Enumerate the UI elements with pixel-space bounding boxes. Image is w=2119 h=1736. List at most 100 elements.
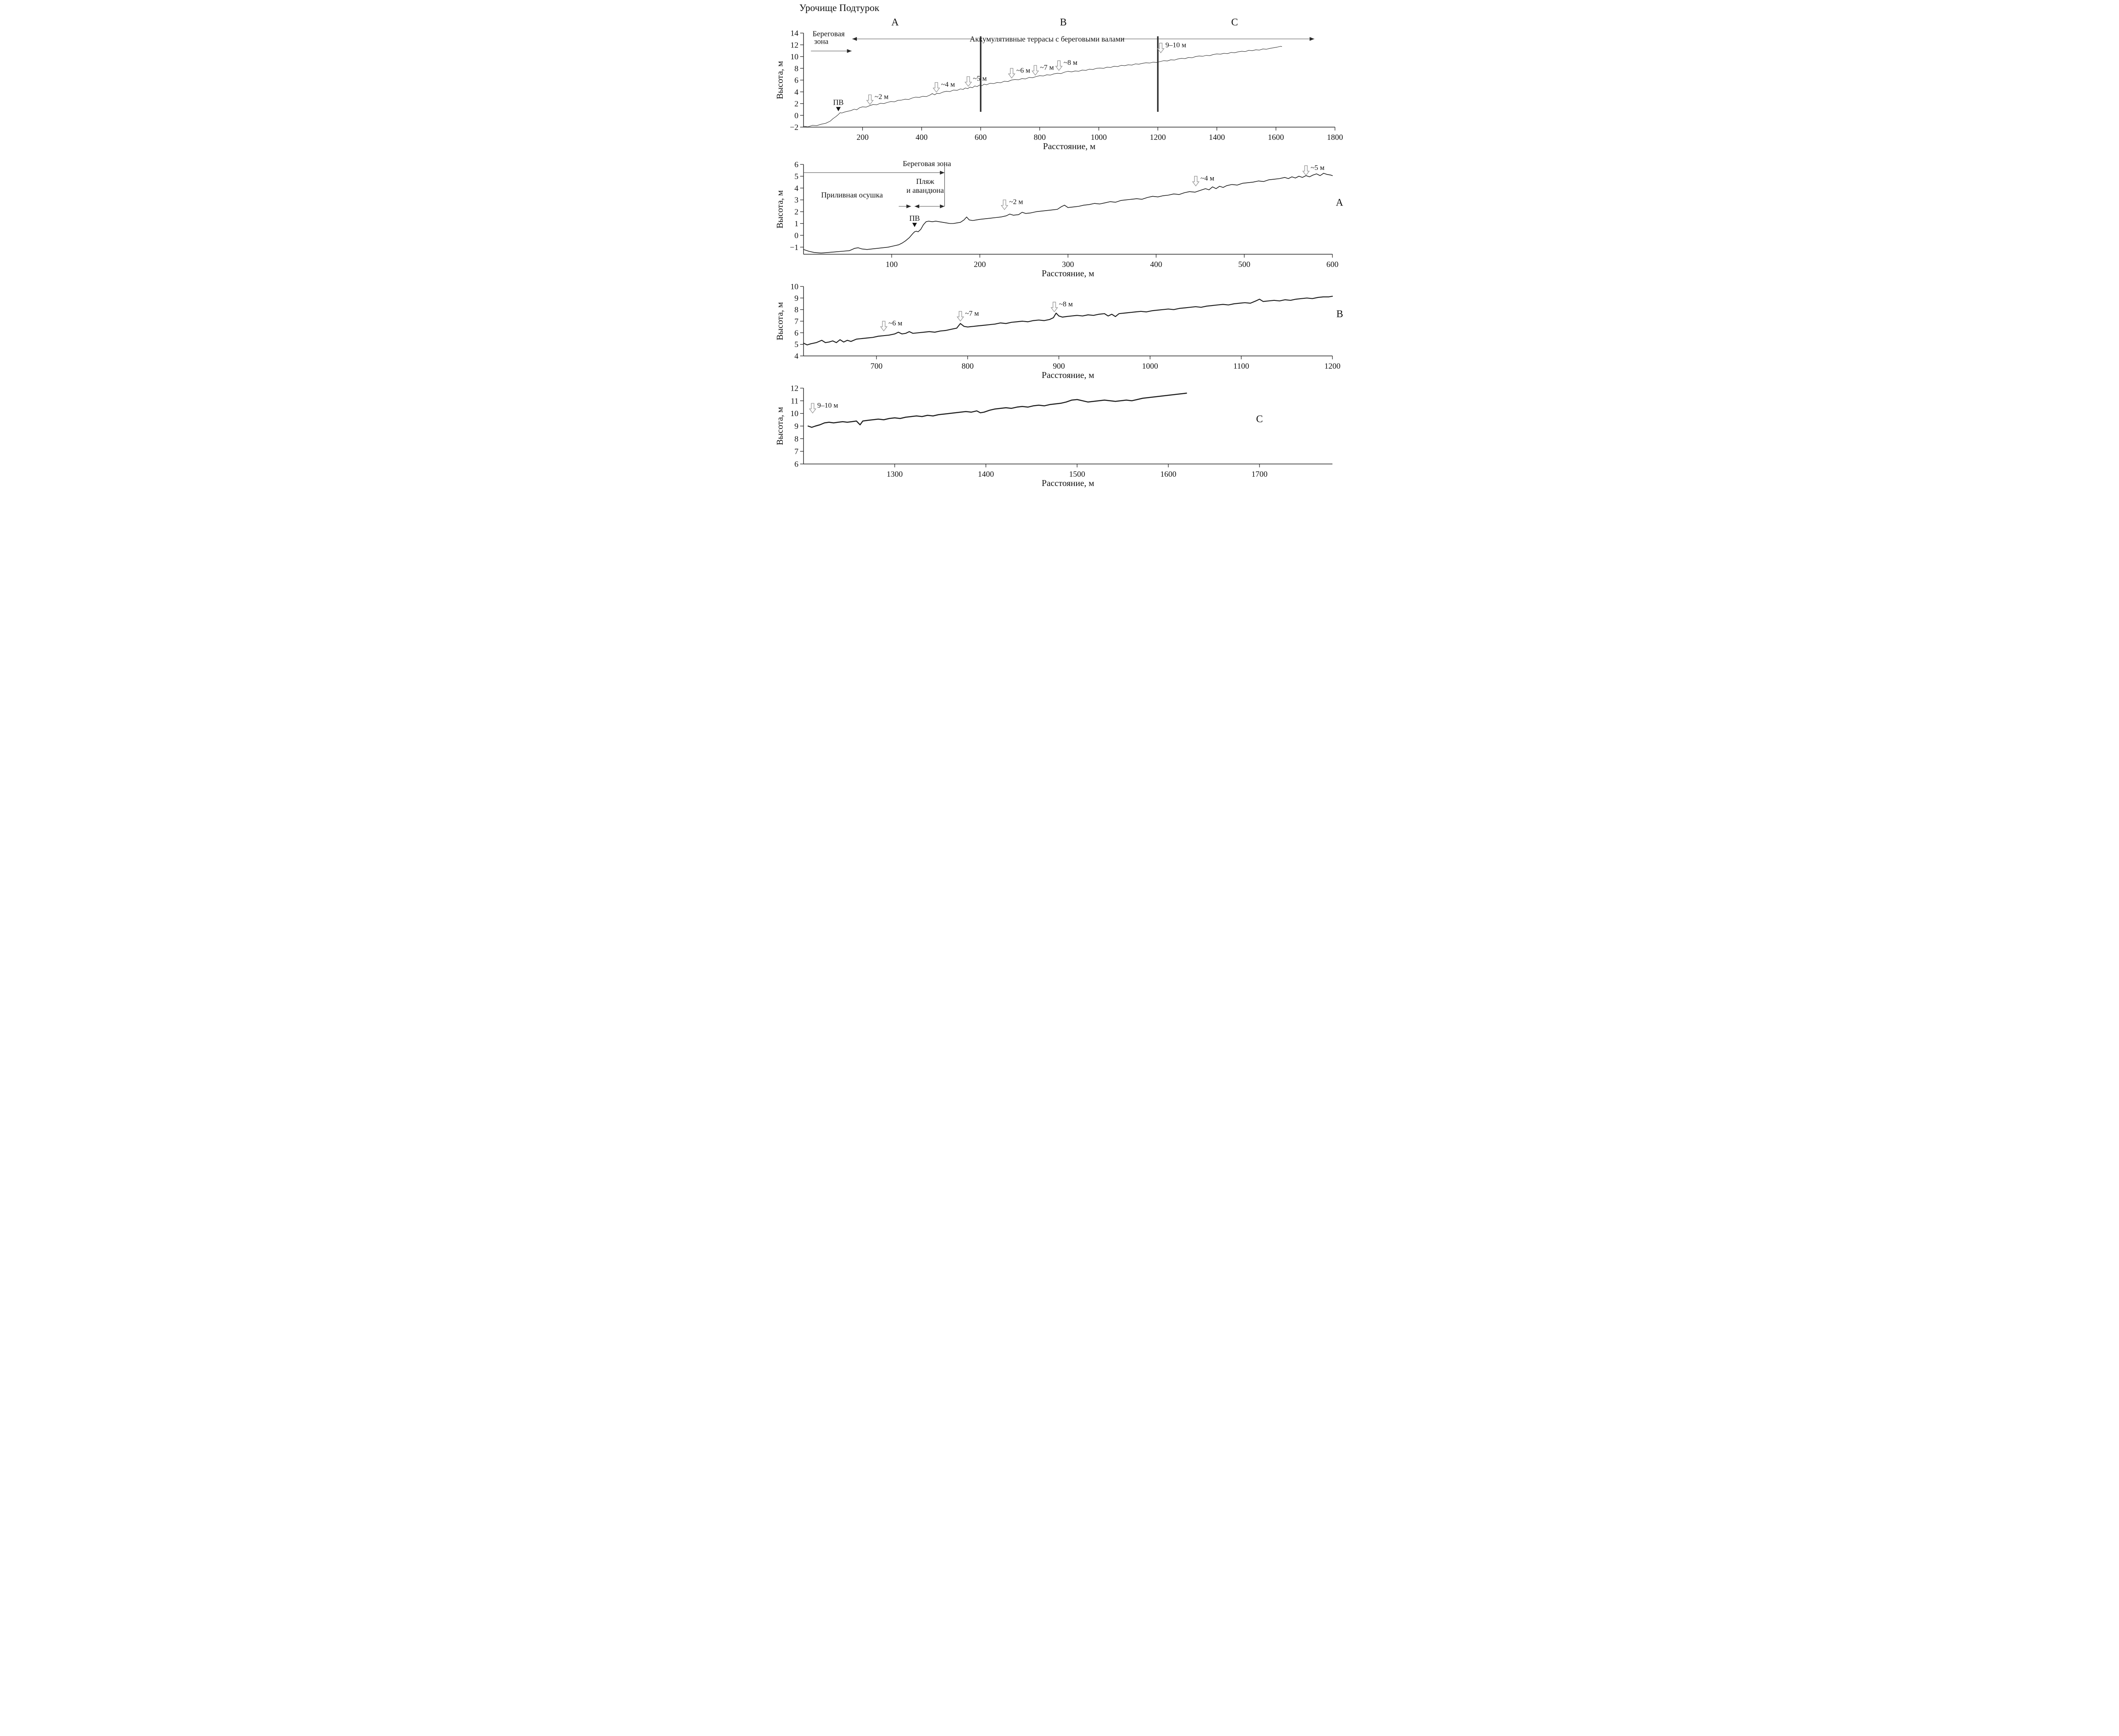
svg-text:800: 800 xyxy=(962,362,974,371)
svg-text:200: 200 xyxy=(974,260,986,269)
svg-text:9–10 м: 9–10 м xyxy=(818,401,838,409)
svg-text:7: 7 xyxy=(795,447,799,456)
svg-text:6: 6 xyxy=(795,329,799,338)
svg-text:8: 8 xyxy=(795,64,799,73)
svg-text:6: 6 xyxy=(795,161,799,169)
svg-text:1400: 1400 xyxy=(1209,133,1225,142)
svg-text:Высота, м: Высота, м xyxy=(775,190,785,228)
svg-text:B: B xyxy=(1060,17,1067,28)
figure-title: Урочище Подтурок xyxy=(799,3,879,13)
svg-text:0: 0 xyxy=(795,111,799,120)
svg-text:3: 3 xyxy=(795,196,799,205)
svg-text:1: 1 xyxy=(795,219,799,228)
svg-text:700: 700 xyxy=(870,362,883,371)
svg-text:C: C xyxy=(1256,414,1263,425)
svg-text:Расстояние, м: Расстояние, м xyxy=(1042,478,1094,488)
svg-text:9–10 м: 9–10 м xyxy=(1165,41,1186,49)
svg-text:−1: −1 xyxy=(790,243,798,252)
svg-text:2: 2 xyxy=(795,208,799,217)
svg-text:900: 900 xyxy=(1053,362,1065,371)
svg-text:5: 5 xyxy=(795,340,799,349)
svg-text:~7 м: ~7 м xyxy=(965,309,979,317)
panel-c: 1300 1400 1500 1600 1700 6 7 8 9 10 11 12 Расстояние… xyxy=(775,382,1343,490)
svg-text:10: 10 xyxy=(790,409,798,418)
svg-text:и авандюна: и авандюна xyxy=(907,186,944,194)
svg-text:ПВ: ПВ xyxy=(833,98,844,107)
svg-text:1600: 1600 xyxy=(1160,470,1176,479)
svg-text:9: 9 xyxy=(795,422,799,431)
svg-text:800: 800 xyxy=(1034,133,1046,142)
svg-text:11: 11 xyxy=(791,397,798,406)
profile-b-plot: 700 800 900 1000 1100 1200 4 5 6 7 8 9 10 Расстояние,… xyxy=(775,283,1343,381)
svg-text:~2 м: ~2 м xyxy=(875,93,889,101)
svg-text:6: 6 xyxy=(795,76,799,85)
svg-text:600: 600 xyxy=(1326,260,1339,269)
svg-text:Высота, м: Высота, м xyxy=(775,61,785,99)
profile-a-plot: 100 200 300 400 500 600 −1 0 1 2 3 4 5 6 Расстояние, м… xyxy=(775,159,1343,278)
svg-text:4: 4 xyxy=(795,352,799,361)
svg-text:2: 2 xyxy=(795,100,799,108)
svg-text:1000: 1000 xyxy=(1091,133,1107,142)
svg-text:А: А xyxy=(891,17,899,28)
svg-text:~5 м: ~5 м xyxy=(973,75,987,83)
svg-text:Высота, м: Высота, м xyxy=(775,407,785,445)
svg-text:C: C xyxy=(1231,17,1238,28)
svg-text:7: 7 xyxy=(795,317,799,326)
svg-text:4: 4 xyxy=(795,88,799,97)
overview-profile-plot: 200 400 600 800 1000 1200 1400 1600 1800 −2 0 2 4 6 8 1… xyxy=(775,17,1343,151)
svg-text:Береговая зона: Береговая зона xyxy=(903,159,951,168)
svg-text:300: 300 xyxy=(1062,260,1074,269)
svg-text:10: 10 xyxy=(790,53,798,61)
svg-text:12: 12 xyxy=(790,41,798,50)
svg-text:~6 м: ~6 м xyxy=(1016,66,1030,74)
svg-text:9: 9 xyxy=(795,294,799,303)
svg-text:~7 м: ~7 м xyxy=(1040,63,1054,71)
svg-text:400: 400 xyxy=(1150,260,1162,269)
svg-text:~8 м: ~8 м xyxy=(1064,58,1078,67)
svg-text:14: 14 xyxy=(790,29,799,38)
svg-text:1300: 1300 xyxy=(887,470,903,479)
svg-text:10: 10 xyxy=(790,283,798,292)
svg-text:100: 100 xyxy=(886,260,898,269)
svg-text:8: 8 xyxy=(795,306,799,314)
svg-text:5: 5 xyxy=(795,172,799,181)
svg-text:ПВ: ПВ xyxy=(909,214,920,222)
svg-text:12: 12 xyxy=(790,384,798,393)
svg-text:0: 0 xyxy=(795,231,799,240)
svg-text:1100: 1100 xyxy=(1233,362,1249,371)
svg-text:Пляж: Пляж xyxy=(916,177,934,186)
svg-text:1800: 1800 xyxy=(1327,133,1343,142)
svg-text:8: 8 xyxy=(795,435,799,444)
svg-text:~6 м: ~6 м xyxy=(888,319,902,327)
svg-text:Расстояние, м: Расстояние, м xyxy=(1043,141,1096,151)
svg-text:200: 200 xyxy=(856,133,868,142)
svg-text:1200: 1200 xyxy=(1324,362,1340,371)
svg-text:500: 500 xyxy=(1238,260,1251,269)
svg-text:зона: зона xyxy=(814,37,829,46)
svg-text:B: B xyxy=(1336,308,1343,319)
svg-text:1700: 1700 xyxy=(1251,470,1268,479)
svg-text:~4 м: ~4 м xyxy=(941,81,955,89)
svg-text:4: 4 xyxy=(795,184,799,193)
svg-text:~8 м: ~8 м xyxy=(1059,300,1073,308)
panel-b: 700 800 900 1000 1100 1200 4 5 6 7 8 9 10 Расстояние,… xyxy=(775,281,1343,382)
panel-a: 100 200 300 400 500 600 −1 0 1 2 3 4 5 6 Расстояние, м… xyxy=(775,153,1343,281)
svg-text:Расстояние, м: Расстояние, м xyxy=(1042,370,1094,380)
svg-text:−2: −2 xyxy=(790,123,798,132)
svg-text:Высота, м: Высота, м xyxy=(775,302,785,340)
svg-text:Береговая: Береговая xyxy=(812,30,845,38)
panel-overview: 200 400 600 800 1000 1200 1400 1600 1800 −2 0 2 4 6 8 1… xyxy=(775,14,1343,153)
svg-text:1600: 1600 xyxy=(1268,133,1284,142)
svg-text:A: A xyxy=(1336,197,1343,208)
svg-text:600: 600 xyxy=(975,133,987,142)
svg-text:1500: 1500 xyxy=(1069,470,1085,479)
svg-text:~4 м: ~4 м xyxy=(1201,174,1215,182)
profile-figure: Урочище Подтурок 200 400 600 800 1000 1200 140… xyxy=(775,3,1343,490)
svg-text:Приливная осушка: Приливная осушка xyxy=(821,191,883,199)
svg-text:1200: 1200 xyxy=(1150,133,1166,142)
svg-text:Аккумулятивные террасы с берег: Аккумулятивные террасы с береговыми вала… xyxy=(970,35,1125,43)
svg-text:1400: 1400 xyxy=(978,470,994,479)
svg-text:400: 400 xyxy=(915,133,928,142)
svg-text:~5 м: ~5 м xyxy=(1311,164,1325,172)
svg-text:1000: 1000 xyxy=(1142,362,1158,371)
